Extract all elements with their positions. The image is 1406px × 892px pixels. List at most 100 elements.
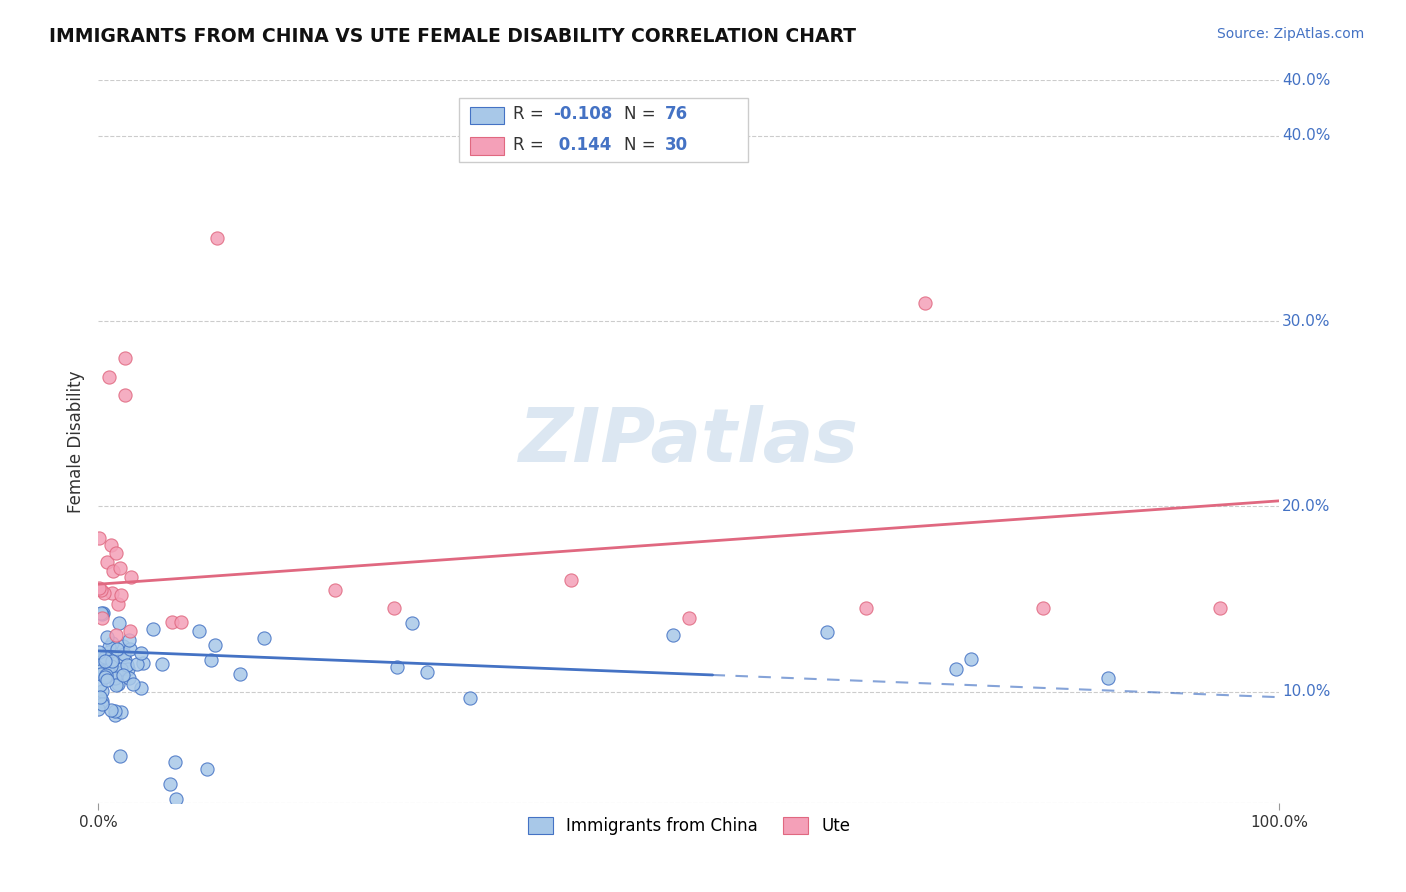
FancyBboxPatch shape [471,107,503,124]
Point [1097,671,1119,685]
Legend: Immigrants from China, Ute: Immigrants from China, Ute [517,807,860,845]
Point [97,640,120,654]
Point [90,655,112,669]
Text: R =: R = [513,136,548,153]
Point [93,586,115,600]
Point [662,628,685,642]
Point [108,561,131,575]
Point [121,677,143,691]
Point [112,647,135,661]
Point [110,662,132,676]
Text: 76: 76 [665,105,689,123]
Point [90,683,112,698]
Point [100,658,122,673]
Point [1209,601,1232,615]
Point [385,660,408,674]
Point [110,588,132,602]
Text: IMMIGRANTS FROM CHINA VS UTE FEMALE DISABILITY CORRELATION CHART: IMMIGRANTS FROM CHINA VS UTE FEMALE DISA… [49,27,856,45]
Point [131,646,153,660]
Text: N =: N = [624,136,661,153]
Point [87,650,110,665]
Text: 0.144: 0.144 [553,136,612,153]
Point [120,569,142,583]
Point [118,624,141,639]
Text: N =: N = [624,105,661,123]
Point [118,641,141,656]
Point [91,611,114,625]
Point [94,655,117,669]
Point [959,652,981,666]
Point [678,610,700,624]
Point [142,622,165,636]
Y-axis label: Female Disability: Female Disability [66,370,84,513]
Point [93,652,115,666]
Point [114,653,136,667]
Point [382,601,405,615]
Point [114,351,136,366]
Point [111,639,134,653]
Point [87,581,110,595]
Point [114,388,136,402]
Point [945,662,967,676]
Point [105,546,128,560]
Text: 10.0%: 10.0% [1282,684,1330,699]
Point [110,705,132,719]
Point [100,538,122,552]
Point [855,601,877,615]
Text: 40.0%: 40.0% [1282,73,1330,87]
Point [118,671,141,685]
Point [323,582,346,597]
Point [117,662,139,676]
Point [101,636,124,650]
Point [229,667,252,681]
Text: Source: ZipAtlas.com: Source: ZipAtlas.com [1216,27,1364,41]
FancyBboxPatch shape [471,137,503,154]
Point [105,628,128,642]
FancyBboxPatch shape [458,98,748,162]
Point [162,615,184,630]
Point [100,703,122,717]
Point [100,665,122,680]
Point [560,574,582,588]
Point [118,633,141,648]
Point [89,645,111,659]
Point [131,656,153,670]
Point [458,690,481,705]
Point [159,777,181,791]
Point [91,607,114,621]
Point [105,665,128,680]
Point [170,615,193,630]
Point [90,606,112,620]
Point [165,755,187,769]
Point [96,556,118,570]
Point [108,616,131,631]
Point [96,662,118,676]
Point [97,645,120,659]
Point [97,369,120,384]
Point [104,678,127,692]
Point [200,653,222,667]
Point [100,654,122,668]
Point [204,638,226,652]
Text: 30.0%: 30.0% [1282,314,1330,328]
Point [89,690,111,704]
Point [104,704,127,718]
Text: 40.0%: 40.0% [1282,128,1330,144]
Point [94,669,117,683]
Point [815,624,838,639]
Point [94,650,117,665]
Point [94,667,117,681]
Text: -0.108: -0.108 [553,105,613,123]
Point [107,597,129,611]
Point [91,694,114,708]
Point [165,792,187,806]
Point [108,749,131,764]
Point [96,630,118,644]
Point [105,642,128,657]
Text: 30: 30 [665,136,689,153]
Point [103,564,125,578]
Point [104,708,127,723]
Point [401,616,423,631]
Point [117,657,139,672]
Point [188,624,211,638]
